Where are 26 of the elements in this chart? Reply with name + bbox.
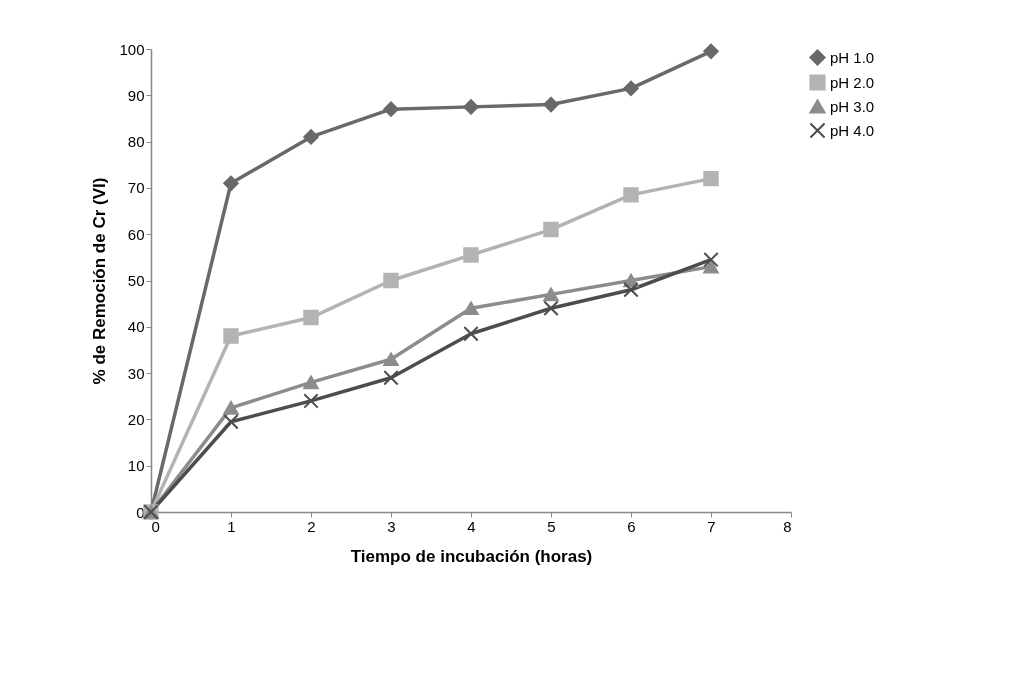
y-tick-label: 30 — [127, 364, 145, 382]
legend-label: pH 1.0 — [830, 48, 875, 66]
y-tick-label: 0 — [136, 503, 145, 521]
x-tick-label: 1 — [227, 517, 236, 535]
legend-label: pH 3.0 — [830, 97, 875, 115]
y-tick-label: 40 — [127, 318, 145, 336]
x-tick-label: 2 — [307, 517, 316, 535]
x-tick-label: 4 — [467, 517, 476, 535]
x-tick-label: 0 — [151, 517, 160, 535]
y-tick-label: 90 — [127, 86, 145, 104]
y-tick-label: 100 — [119, 40, 145, 58]
x-tick-label: 3 — [387, 517, 396, 535]
x-axis-title: Tiempo de incubación (horas) — [350, 546, 593, 566]
x-tick-label: 5 — [547, 517, 556, 535]
x-tick-label: 6 — [627, 517, 636, 535]
y-tick-label: 20 — [127, 410, 145, 428]
legend-label: pH 4.0 — [830, 121, 875, 139]
x-tick-label: 7 — [707, 517, 716, 535]
y-tick-label: 10 — [127, 457, 145, 475]
y-tick-label: 70 — [127, 179, 145, 197]
x-tick-label: 8 — [783, 517, 792, 535]
y-tick-label: 80 — [127, 133, 145, 151]
y-tick-label: 60 — [127, 225, 145, 243]
y-tick-label: 50 — [127, 272, 145, 289]
y-axis-title: % de Remoción de Cr (VI) — [90, 177, 110, 385]
legend-label: pH 2.0 — [830, 73, 875, 91]
